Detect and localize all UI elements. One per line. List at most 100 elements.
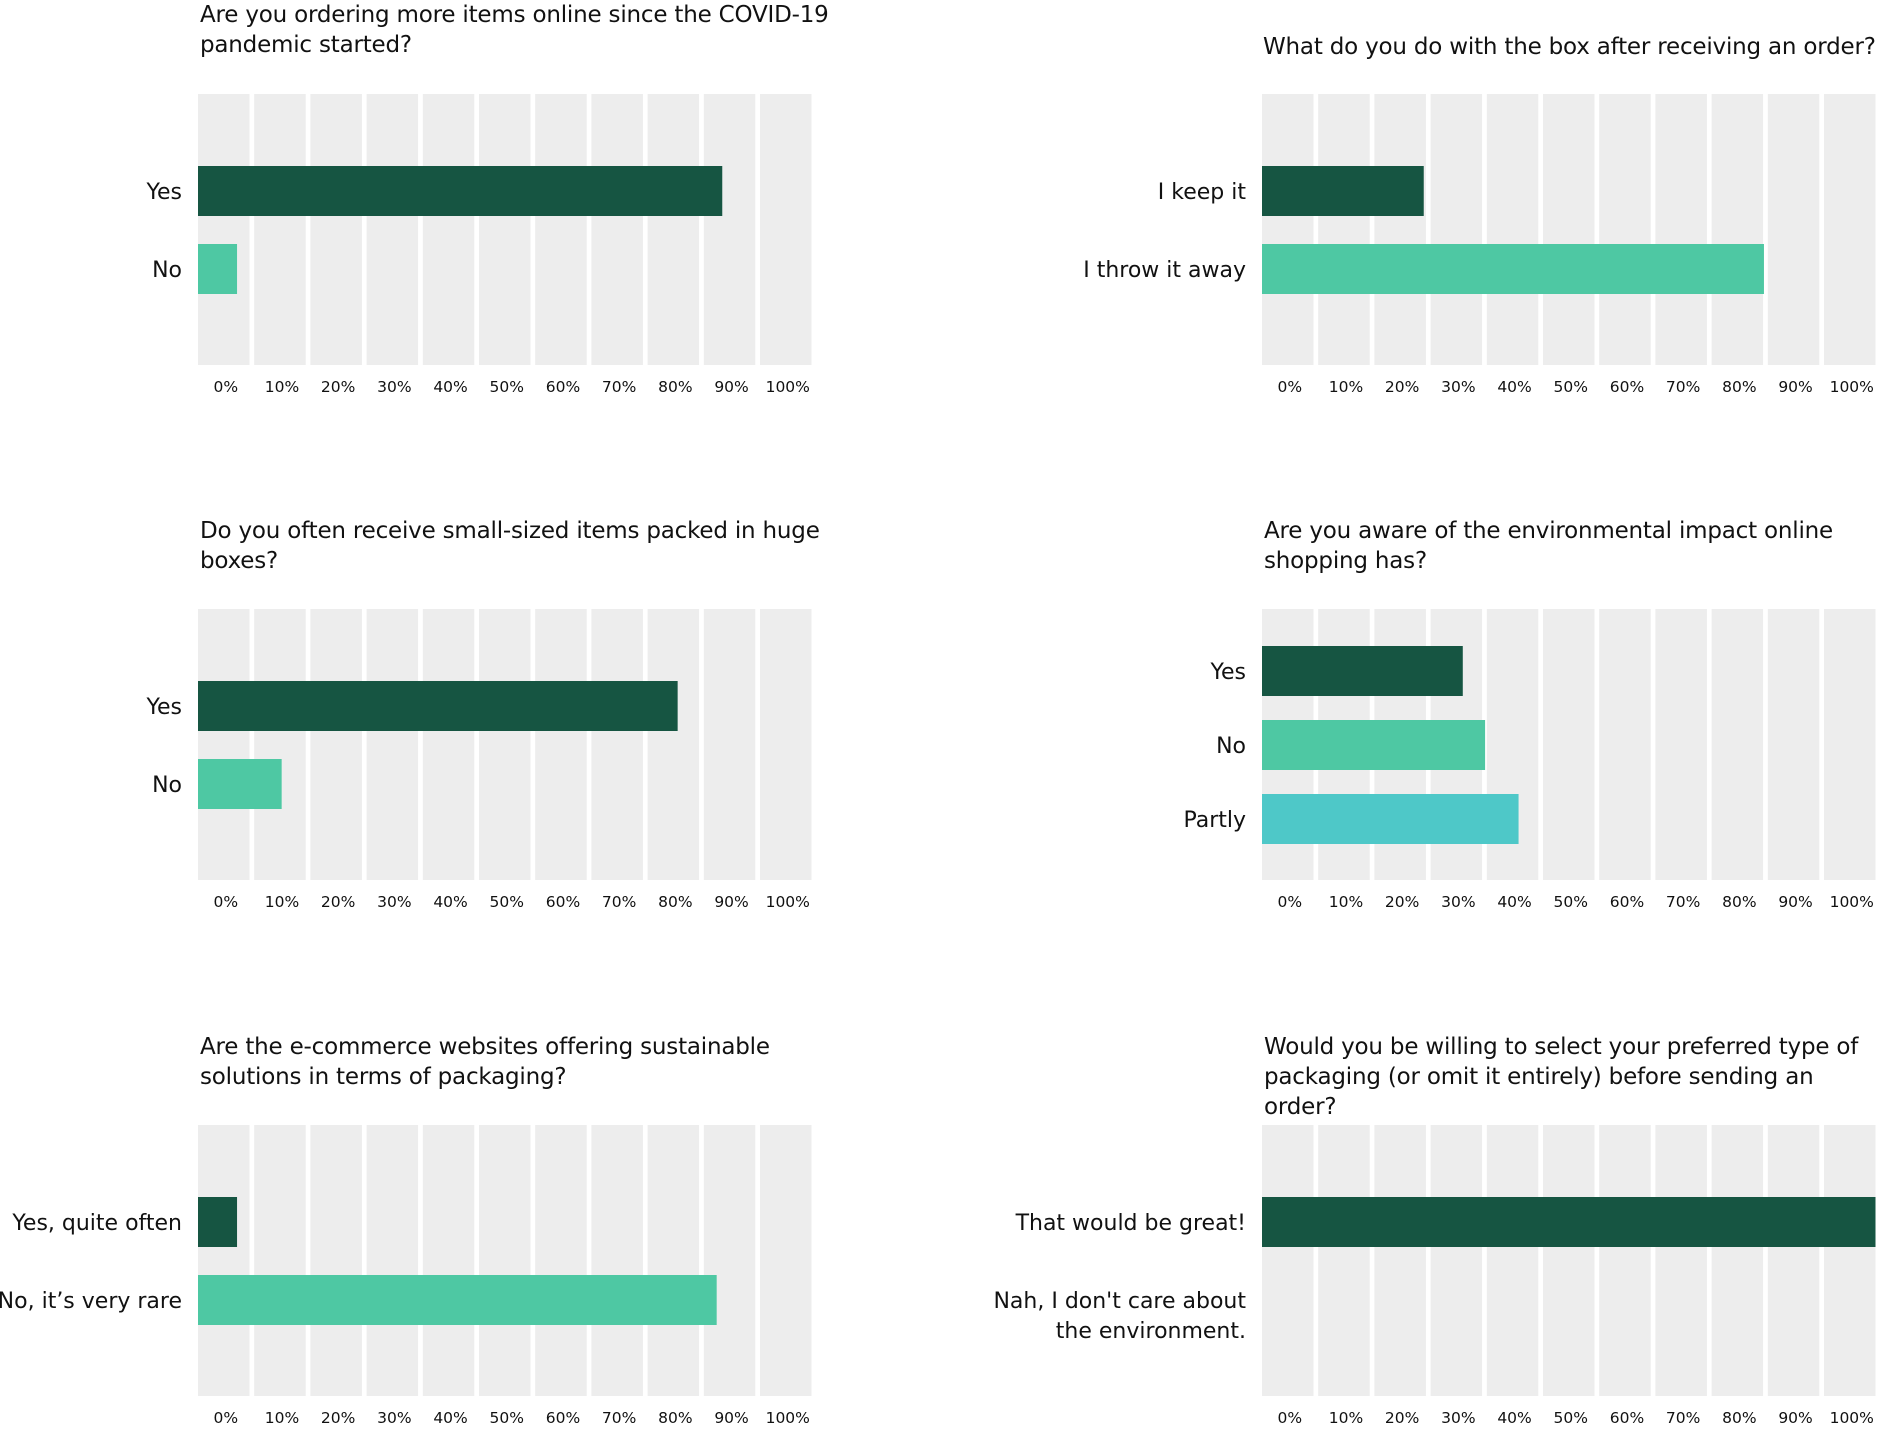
category-label: No, it’s very rare <box>0 1289 182 1314</box>
grid-column <box>1711 1125 1764 1396</box>
x-tick-label: 50% <box>1554 893 1588 911</box>
category-label: That would be great! <box>1015 1211 1246 1236</box>
bar-chart-svg: 0% 10% 20% 30% 40% 50% 60% 70% 80% 90% 100% That wo… <box>993 1125 1876 1427</box>
x-tick-label: 10% <box>1329 893 1363 911</box>
bar-chart-svg: 0% 10% 20% 30% 40% 50% 60% 70% 80% 90% 100% Yes No Pa… <box>1183 609 1876 911</box>
x-tick-label: 20% <box>1385 378 1419 396</box>
x-tick-label: 60% <box>546 378 580 396</box>
x-tick-label: 50% <box>1554 1409 1588 1427</box>
x-tick-label: 40% <box>433 893 467 911</box>
x-tick-label: 90% <box>1778 893 1812 911</box>
x-tick-label: 40% <box>1497 378 1531 396</box>
category-label: Yes, quite often <box>11 1211 182 1236</box>
x-tick-label: 90% <box>1778 378 1812 396</box>
category-label: Yes <box>145 695 182 720</box>
x-tick-label: 30% <box>377 378 411 396</box>
x-tick-label: 80% <box>658 893 692 911</box>
grid-column <box>1318 1125 1370 1396</box>
grid-column <box>1767 609 1820 880</box>
category-label: No <box>152 258 182 283</box>
x-tick-label: 100% <box>1830 1409 1874 1427</box>
chart-small-items-huge-boxes: Do you often receive small-sized items p… <box>0 478 939 956</box>
grid-column <box>760 609 812 880</box>
chart-ordering-more-online: Are you ordering more items online since… <box>0 0 939 478</box>
x-tick-label: 0% <box>213 378 238 396</box>
chart-sustainable-packaging-offers: Are the e-commerce websites offering sus… <box>0 956 939 1434</box>
grid-column <box>703 609 756 880</box>
chart-title: What do you do with the box after receiv… <box>1263 34 1876 60</box>
category-label: Yes <box>145 180 182 205</box>
grid-column <box>647 609 700 880</box>
grid-column <box>591 94 643 365</box>
x-tick-label: 40% <box>1497 1409 1531 1427</box>
grid-column <box>1262 1125 1314 1396</box>
x-tick-label: 100% <box>766 378 810 396</box>
grid-column <box>479 609 531 880</box>
category-label: Yes <box>1209 660 1246 685</box>
grid-column <box>1711 94 1764 365</box>
chart-title: Are you ordering more items online since… <box>200 2 829 58</box>
x-tick-label: 80% <box>1722 378 1756 396</box>
chart-box-after-order: What do you do with the box after receiv… <box>939 0 1878 478</box>
x-tick-label: 0% <box>1277 1409 1302 1427</box>
bar <box>198 244 238 294</box>
grid-column <box>366 1125 419 1396</box>
x-tick-label: 80% <box>658 1409 692 1427</box>
grid-column <box>254 609 306 880</box>
bar <box>1262 1197 1876 1247</box>
chart-title: Do you often receive small-sized items p… <box>200 518 820 574</box>
grid-column <box>198 1125 250 1396</box>
x-tick-label: 90% <box>714 893 748 911</box>
category-label: I throw it away <box>1083 258 1246 283</box>
x-tick-label: 20% <box>1385 1409 1419 1427</box>
bar-chart-svg: 0% 10% 20% 30% 40% 50% 60% 70% 80% 90% 100% Yes, qu… <box>0 1125 812 1427</box>
grid-column <box>760 94 812 365</box>
bar-chart-svg: 0% 10% 20% 30% 40% 50% 60% 70% 80% 90% 100% Yes No <box>145 94 812 396</box>
grid-column <box>1374 1125 1426 1396</box>
bar <box>198 1197 238 1247</box>
chart-title: Are you aware of the environmental impac… <box>1264 518 1833 574</box>
grid-column <box>254 94 306 365</box>
grid-column <box>535 1125 587 1396</box>
bar <box>198 166 723 216</box>
x-tick-label: 60% <box>546 893 580 911</box>
x-tick-label: 70% <box>1666 893 1700 911</box>
x-tick-label: 10% <box>265 378 299 396</box>
bar <box>198 681 678 731</box>
grid-column <box>422 609 475 880</box>
x-tick-label: 40% <box>433 1409 467 1427</box>
category-label: Partly <box>1183 808 1246 833</box>
x-tick-label: 10% <box>265 893 299 911</box>
x-tick-label: 0% <box>1277 378 1302 396</box>
grid-column <box>1543 1125 1595 1396</box>
bar <box>1262 166 1424 216</box>
grid-column <box>1824 609 1876 880</box>
x-tick-label: 0% <box>213 893 238 911</box>
x-tick-label: 20% <box>321 378 355 396</box>
x-tick-label: 100% <box>1830 893 1874 911</box>
grid-column <box>1767 94 1820 365</box>
grid-column <box>1543 609 1595 880</box>
category-label: Nah, I don't care about the environment. <box>993 1289 1246 1344</box>
x-tick-label: 60% <box>546 1409 580 1427</box>
grid-column <box>1486 1125 1539 1396</box>
grid-column <box>1767 1125 1820 1396</box>
grid-column <box>647 1125 700 1396</box>
x-tick-label: 50% <box>490 378 524 396</box>
x-tick-label: 70% <box>602 1409 636 1427</box>
bar-chart-svg: 0% 10% 20% 30% 40% 50% 60% 70% 80% 90% 100% Yes No <box>145 609 812 911</box>
grid-column <box>1430 1125 1483 1396</box>
grid-column <box>254 1125 306 1396</box>
chart-environmental-awareness: Are you aware of the environmental impac… <box>939 478 1878 956</box>
grid-column <box>1655 609 1707 880</box>
x-tick-label: 30% <box>1441 378 1475 396</box>
bar <box>198 759 282 809</box>
x-tick-label: 40% <box>1497 893 1531 911</box>
x-tick-label: 30% <box>377 893 411 911</box>
bar <box>1262 794 1519 844</box>
chart-title: Would you be willing to select your pref… <box>1264 1034 1859 1120</box>
grid-column <box>535 94 587 365</box>
grid-column <box>1318 94 1370 365</box>
x-tick-label: 50% <box>490 1409 524 1427</box>
x-tick-label: 60% <box>1610 1409 1644 1427</box>
